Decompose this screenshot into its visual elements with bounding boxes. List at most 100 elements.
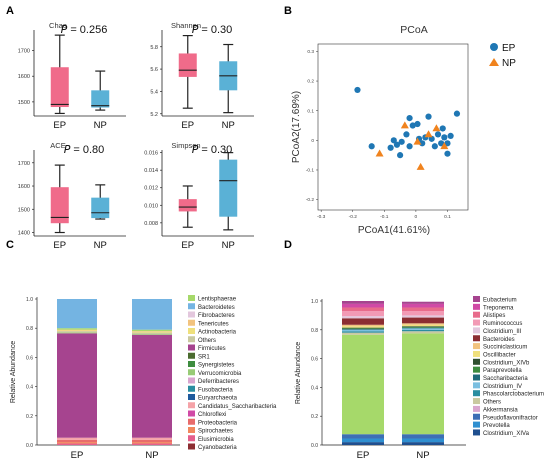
- pcoa-point-np: [440, 142, 449, 150]
- panel-b-pcoa: PCoA -0.3 -0.2 -0.1 0 0.1 -0.2 -0.1 0 0.1 0.2 0.3 PC…: [291, 24, 516, 236]
- stack-segment-d-ep: [342, 326, 384, 328]
- boxplot-category-shannon-np: NP: [222, 120, 235, 131]
- boxplot-box-chao-np: [91, 90, 110, 108]
- pcoa-x-tick-label: -0.1: [380, 214, 389, 220]
- pcoa-point-ep: [406, 143, 413, 150]
- stack-legend-label-d: Pseudoflavonifractor: [483, 415, 538, 421]
- stack-legend-swatch-d: [473, 358, 480, 365]
- stack-segment-d-ep: [342, 311, 384, 317]
- stack-legend-swatch-d: [473, 350, 480, 357]
- stack-legend-label-c: Chloroflexi: [198, 412, 226, 418]
- stack-legend-swatch-c: [188, 295, 195, 301]
- boxplot-tick-label-chao: 1700: [18, 49, 30, 55]
- stack-legend-label-c: Spirochaetes: [198, 429, 233, 435]
- stack-legend-label-c: Lentisphaerae: [198, 297, 237, 303]
- stack-y-tick-label-d: 0.6: [311, 357, 318, 363]
- stack-segment-d-ep: [342, 301, 384, 304]
- boxplot-pvalue-simpson: 𝘗 = 0.30: [192, 144, 233, 156]
- stack-legend-swatch-d: [473, 382, 480, 389]
- pcoa-plot-frame: [317, 43, 469, 211]
- stack-legend-label-d: Paraprevotella: [483, 368, 522, 374]
- stack-legend-swatch-c: [188, 385, 195, 392]
- pcoa-point-ep: [397, 152, 404, 159]
- boxplot-category-simpson-ep: EP: [181, 240, 194, 251]
- stack-y-tick-label-c: 0.4: [26, 385, 33, 391]
- stack-legend-label-c: SR1: [198, 354, 210, 360]
- stack-legend-swatch-c: [188, 435, 195, 442]
- pcoa-x-tick-label: -0.2: [349, 214, 358, 220]
- stack-legend-swatch-d: [473, 311, 480, 318]
- boxplot-tick-label-ace: 1700: [18, 161, 30, 167]
- stack-category-c-np: NP: [145, 450, 158, 461]
- stack-segment-d-np: [402, 301, 444, 304]
- stack-y-tick-label-d: 0.8: [311, 328, 318, 334]
- stack-y-tick-label-d: 1.0: [311, 299, 318, 305]
- stack-legend-swatch-d: [473, 374, 480, 381]
- stack-segment-d-ep: [342, 307, 384, 312]
- stack-y-tick-label-d: 0.2: [311, 414, 318, 420]
- stack-legend-label-d: Prevotella: [483, 423, 510, 429]
- stack-segment-d-np: [402, 323, 444, 325]
- stack-legend-swatch-c: [188, 352, 195, 359]
- stack-segment-d-ep: [342, 324, 384, 327]
- pcoa-point-np: [424, 130, 433, 138]
- stack-segment-d-ep: [342, 303, 384, 308]
- stack-legend-swatch-d: [473, 327, 480, 334]
- pcoa-legend-label-ep: EP: [502, 43, 516, 54]
- stack-legend-label-c: Tenericutes: [198, 321, 229, 327]
- stack-segment-c-ep: [57, 333, 97, 438]
- pcoa-point-ep: [425, 113, 432, 120]
- stack-segment-c-np: [132, 331, 172, 332]
- stack-legend-label-c: Actinobacteria: [198, 330, 237, 336]
- stack-segment-d-ep: [342, 316, 384, 319]
- boxplot-tick-label-shannon: 5.2: [150, 112, 158, 118]
- stack-segment-d-np: [402, 326, 444, 328]
- stack-segment-c-np: [132, 437, 172, 440]
- boxplot-box-simpson-np: [219, 159, 238, 217]
- stack-segment-d-ep: [342, 332, 384, 335]
- pcoa-point-ep: [393, 141, 401, 148]
- boxplot-tick-label-shannon: 5.4: [150, 89, 158, 95]
- stack-legend-swatch-d: [473, 390, 480, 397]
- boxplot-category-simpson-np: NP: [222, 240, 235, 251]
- pcoa-point-ep: [447, 132, 454, 139]
- stack-legend-label-d: Clostridium_IV: [483, 384, 522, 390]
- stack-category-d-ep: EP: [357, 450, 370, 461]
- pcoa-x-axis-label: PCoA1(41.61%): [358, 225, 430, 236]
- pcoa-y-tick-label: 0: [311, 138, 314, 144]
- stack-legend-swatch-c: [188, 361, 195, 367]
- stack-segment-d-np: [402, 331, 444, 334]
- pcoa-y-tick-label: 0.1: [307, 108, 314, 114]
- stack-segment-c-ep: [57, 299, 97, 329]
- boxplot-tick-label-simpson: 0.014: [144, 168, 158, 174]
- stack-segment-d-ep: [342, 329, 384, 330]
- stack-legend-swatch-c: [188, 311, 195, 318]
- panel-letter-b: B: [284, 5, 292, 17]
- stack-legend-label-d: Bacteroides: [483, 337, 515, 343]
- stack-legend-label-d: Clostridium_XIVb: [483, 360, 530, 366]
- pcoa-point-ep: [438, 140, 445, 147]
- pcoa-legend-marker-np: [489, 58, 499, 66]
- stack-legend-label-d: Ruminococcus: [483, 321, 522, 327]
- stack-y-axis-label-d: Relative Abundance: [295, 342, 302, 404]
- boxplot-tick-label-simpson: 0.016: [144, 151, 158, 157]
- stack-legend-label-c: Cyanobacteria: [198, 445, 237, 451]
- stack-legend-label-c: Fusobacteria: [198, 387, 233, 393]
- panel-letter-c: C: [6, 239, 14, 251]
- boxplot-tick-label-shannon: 5.8: [150, 45, 158, 51]
- pcoa-point-ep: [354, 86, 361, 94]
- stack-legend-swatch-d: [473, 413, 480, 420]
- stack-segment-c-ep: [57, 439, 97, 443]
- boxplot-tick-label-ace: 1500: [18, 207, 30, 213]
- stack-y-tick-label-c: 1.0: [26, 297, 33, 303]
- boxplot-pvalue-chao: 𝘗 = 0.256: [61, 24, 108, 36]
- stack-segment-d-ep: [342, 331, 384, 333]
- pcoa-point-ep: [428, 135, 435, 142]
- stack-segment-c-ep: [57, 330, 97, 332]
- pcoa-y-tick-label: 0.2: [307, 79, 314, 85]
- stack-legend-label-d: Clostridium_XIVa: [483, 431, 530, 437]
- stack-y-tick-label-c: 0.0: [26, 443, 33, 449]
- stack-segment-c-np: [132, 443, 172, 445]
- stack-legend-label-d: Akkermansia: [483, 407, 518, 413]
- stack-segment-c-ep: [57, 329, 97, 331]
